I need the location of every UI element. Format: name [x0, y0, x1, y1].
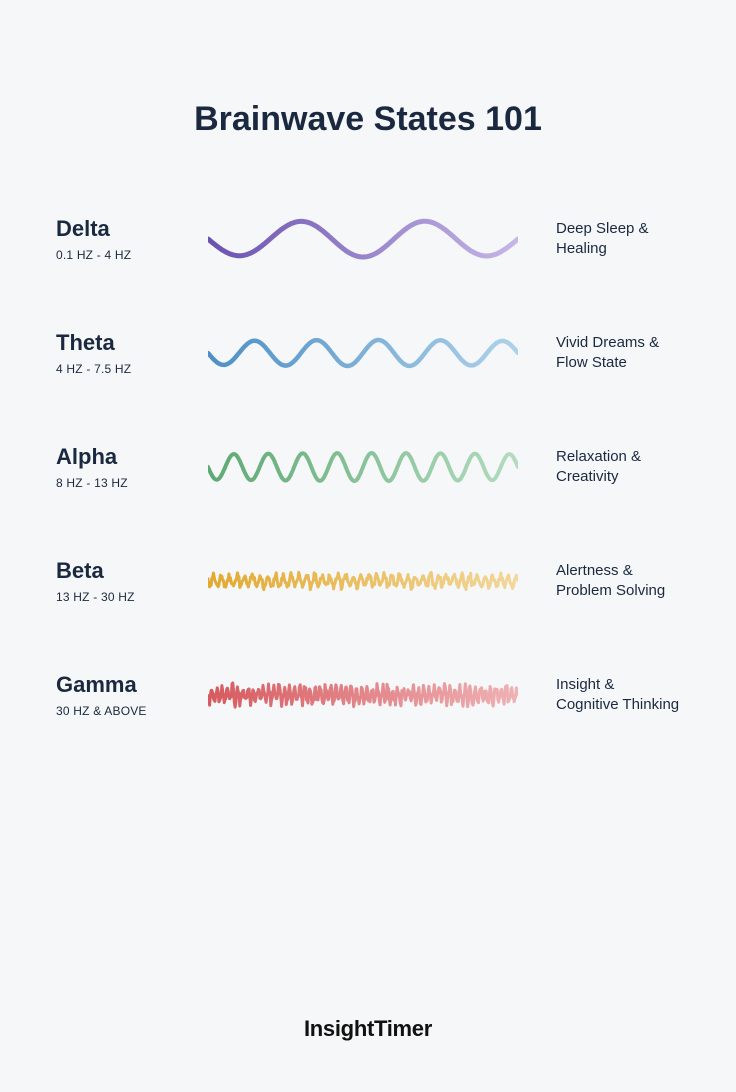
- wave-row: Delta 0.1 HZ - 4 HZ Deep Sleep & Healing: [56, 209, 680, 269]
- wave-frequency: 8 HZ - 13 HZ: [56, 476, 186, 490]
- page-title: Brainwave States 101: [56, 100, 680, 139]
- wave-list: Delta 0.1 HZ - 4 HZ Deep Sleep & Healing Th…: [56, 209, 680, 725]
- wave-frequency: 4 HZ - 7.5 HZ: [56, 362, 186, 376]
- wave-graphic: [186, 437, 540, 497]
- wave-description: Insight & Cognitive Thinking: [540, 675, 680, 716]
- wave-frequency: 13 HZ - 30 HZ: [56, 590, 186, 604]
- wave-name: Delta: [56, 216, 186, 242]
- wave-description: Deep Sleep & Healing: [540, 219, 680, 260]
- wave-label-block: Beta 13 HZ - 30 HZ: [56, 558, 186, 604]
- wave-graphic: [186, 323, 540, 383]
- wave-description: Relaxation & Creativity: [540, 447, 680, 488]
- wave-row: Gamma 30 HZ & ABOVE Insight & Cognitive Th…: [56, 665, 680, 725]
- wave-graphic: [186, 665, 540, 725]
- wave-row: Beta 13 HZ - 30 HZ Alertness & Problem Sol…: [56, 551, 680, 611]
- wave-name: Gamma: [56, 672, 186, 698]
- wave-name: Alpha: [56, 444, 186, 470]
- wave-label-block: Alpha 8 HZ - 13 HZ: [56, 444, 186, 490]
- wave-description: Vivid Dreams & Flow State: [540, 333, 680, 374]
- footer-brand: InsightTimer: [56, 1016, 680, 1052]
- wave-name: Beta: [56, 558, 186, 584]
- wave-row: Alpha 8 HZ - 13 HZ Relaxation & Creativity: [56, 437, 680, 497]
- wave-frequency: 30 HZ & ABOVE: [56, 704, 186, 718]
- wave-name: Theta: [56, 330, 186, 356]
- wave-label-block: Delta 0.1 HZ - 4 HZ: [56, 216, 186, 262]
- wave-label-block: Theta 4 HZ - 7.5 HZ: [56, 330, 186, 376]
- wave-row: Theta 4 HZ - 7.5 HZ Vivid Dreams & Flow St…: [56, 323, 680, 383]
- wave-frequency: 0.1 HZ - 4 HZ: [56, 248, 186, 262]
- wave-label-block: Gamma 30 HZ & ABOVE: [56, 672, 186, 718]
- wave-description: Alertness & Problem Solving: [540, 561, 680, 602]
- wave-graphic: [186, 551, 540, 611]
- wave-graphic: [186, 209, 540, 269]
